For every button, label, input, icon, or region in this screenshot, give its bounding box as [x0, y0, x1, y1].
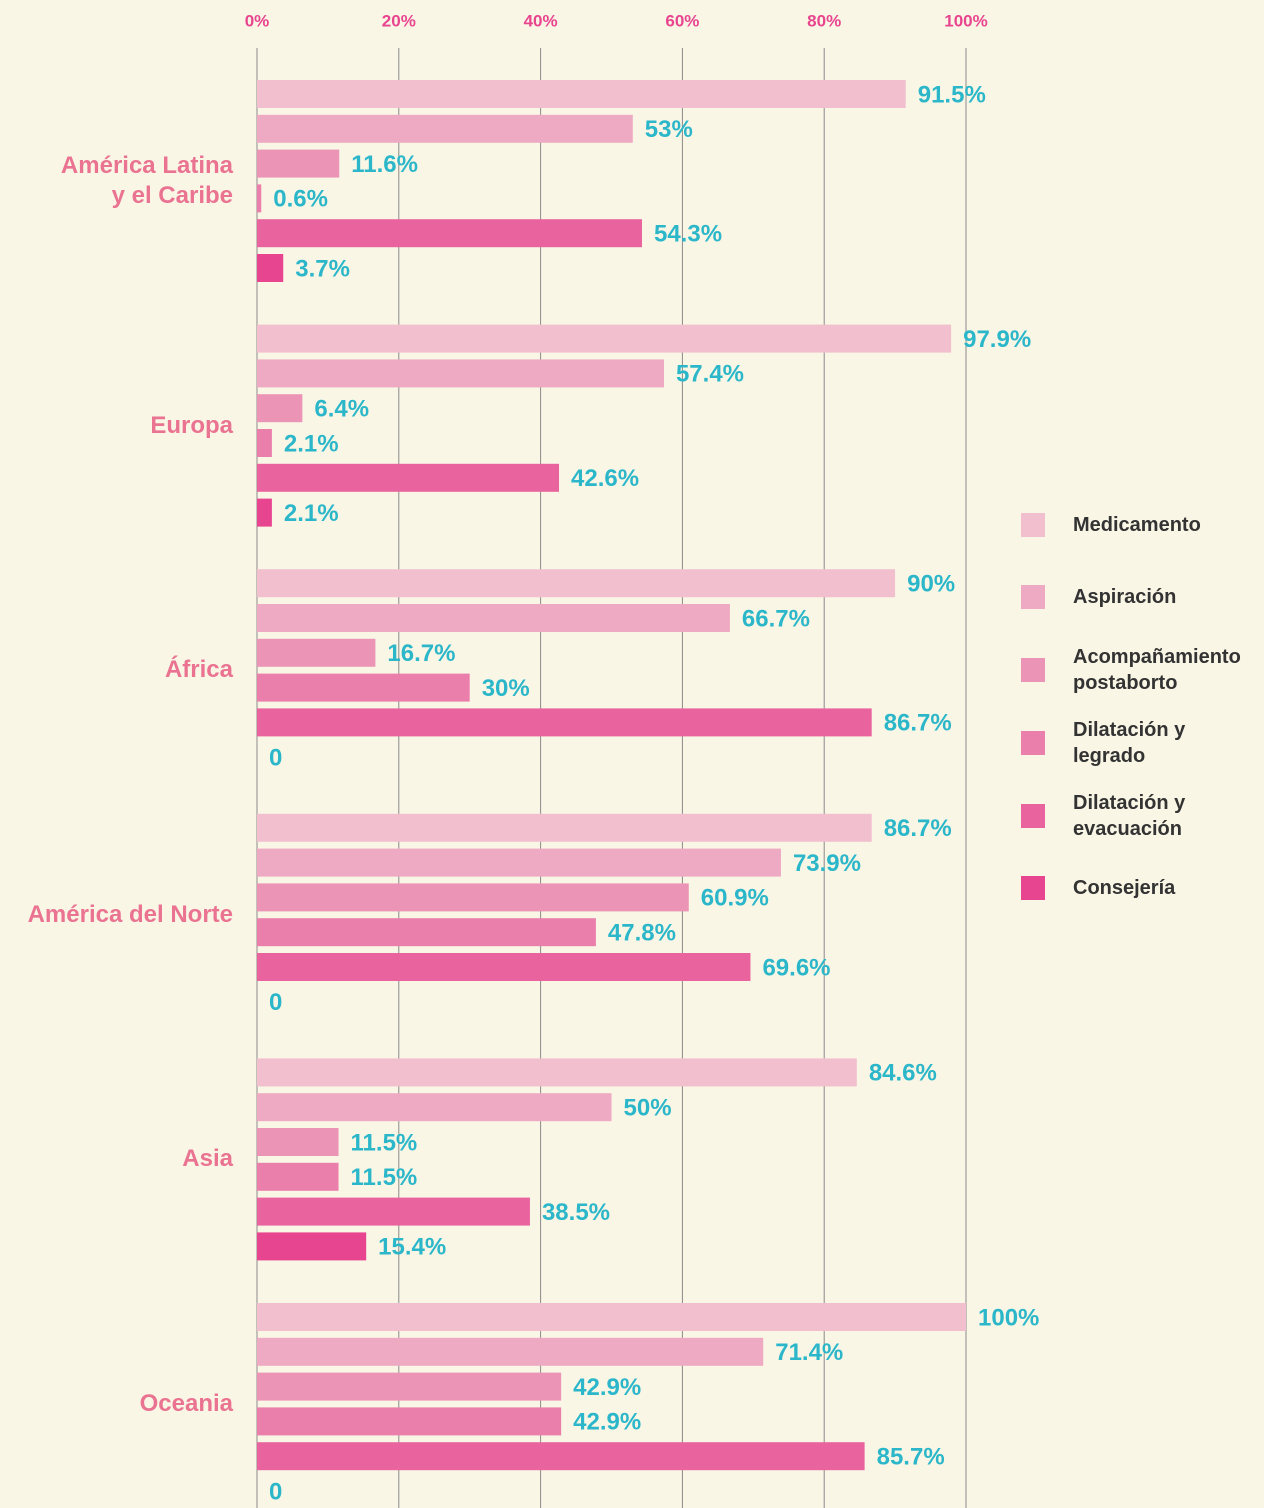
- category-label: América del Norte: [27, 900, 233, 928]
- value-label: 86.7%: [884, 710, 952, 737]
- bar: [257, 918, 596, 947]
- legend-swatch: [1021, 658, 1045, 682]
- bar: [257, 1232, 367, 1261]
- value-label: 84.6%: [869, 1060, 937, 1087]
- legend-swatch: [1021, 804, 1045, 828]
- bar: [257, 638, 376, 667]
- value-label: 69.6%: [762, 954, 830, 981]
- value-label: 0: [269, 989, 282, 1016]
- value-label: 0: [269, 745, 282, 772]
- legend-swatch: [1021, 876, 1045, 900]
- value-label: 38.5%: [542, 1199, 610, 1226]
- x-tick-label: 60%: [665, 11, 699, 30]
- legend-label: Aspiración: [1073, 586, 1177, 608]
- x-tick-label: 100%: [944, 11, 987, 30]
- value-label: 42.9%: [573, 1409, 641, 1436]
- bar: [257, 1197, 530, 1226]
- value-label: 42.6%: [571, 465, 639, 492]
- bar: [257, 953, 751, 981]
- bar: [257, 1442, 865, 1471]
- value-label: 53%: [645, 116, 693, 143]
- bar: [257, 359, 664, 388]
- category-label: América Latina y el Caribe: [60, 152, 233, 209]
- category-label: Europa: [150, 411, 233, 439]
- value-label: 0: [269, 1478, 282, 1505]
- legend-swatch: [1021, 513, 1045, 537]
- value-label: 71.4%: [775, 1339, 843, 1366]
- legend-label: Dilatación y legrado: [1073, 719, 1186, 767]
- value-label: 11.6%: [351, 151, 418, 178]
- bar: [257, 184, 262, 213]
- value-label: 11.5%: [351, 1129, 418, 1156]
- bar: [257, 80, 906, 108]
- bar: [257, 324, 952, 353]
- x-tick-label: 40%: [524, 11, 558, 30]
- bar: [257, 1372, 562, 1401]
- category-label: Asia: [182, 1145, 233, 1173]
- value-label: 86.7%: [884, 815, 952, 842]
- value-label: 47.8%: [608, 920, 676, 947]
- value-label: 2.1%: [284, 430, 339, 457]
- bar: [257, 708, 872, 737]
- value-label: 57.4%: [676, 361, 744, 388]
- category-label: Oceania: [139, 1390, 233, 1417]
- bar: [257, 1058, 857, 1087]
- bar: [257, 463, 560, 492]
- value-label: 73.9%: [793, 850, 861, 877]
- value-label: 2.1%: [284, 500, 339, 527]
- bar: [257, 673, 470, 702]
- legend-label: Consejería: [1073, 877, 1176, 899]
- bar: [257, 254, 284, 282]
- value-label: 60.9%: [701, 885, 769, 912]
- value-label: 3.7%: [295, 255, 350, 282]
- value-label: 90%: [907, 571, 955, 598]
- legend-label: Acompañamiento postaborto: [1073, 646, 1241, 694]
- legend-label: Dilatación y evacuación: [1073, 792, 1186, 840]
- legend-swatch: [1021, 585, 1045, 609]
- bar: [257, 1162, 339, 1191]
- value-label: 30%: [482, 675, 530, 702]
- bar: [257, 1093, 612, 1122]
- value-label: 66.7%: [742, 605, 810, 632]
- bar: [257, 1303, 966, 1331]
- x-tick-label: 20%: [382, 11, 416, 30]
- x-tick-label: 0%: [245, 11, 270, 30]
- value-label: 16.7%: [387, 640, 455, 667]
- value-label: 91.5%: [918, 81, 986, 108]
- bar: [257, 114, 633, 143]
- value-label: 15.4%: [378, 1234, 446, 1261]
- bar: [257, 394, 303, 423]
- legend-swatch: [1021, 731, 1045, 755]
- bar: [257, 848, 781, 877]
- bar: [257, 883, 689, 912]
- x-tick-label: 80%: [807, 11, 841, 30]
- legend-label: Medicamento: [1073, 514, 1201, 536]
- value-label: 0.6%: [273, 186, 328, 213]
- bar: [257, 498, 272, 527]
- category-label: África: [164, 656, 233, 684]
- value-label: 6.4%: [314, 396, 369, 423]
- value-label: 100%: [978, 1304, 1039, 1331]
- value-label: 54.3%: [654, 221, 722, 248]
- value-label: 50%: [624, 1095, 672, 1122]
- value-label: 97.9%: [963, 326, 1031, 353]
- bar: [257, 1337, 764, 1366]
- bar: [257, 604, 730, 632]
- value-label: 85.7%: [877, 1444, 945, 1471]
- bar: [257, 1407, 562, 1436]
- bar: [257, 429, 272, 457]
- value-label: 42.9%: [573, 1374, 641, 1401]
- bar: [257, 813, 872, 842]
- bar: [257, 219, 642, 248]
- value-label: 11.5%: [351, 1164, 418, 1191]
- bar: [257, 569, 896, 598]
- bar: [257, 1128, 339, 1156]
- bar: [257, 149, 340, 178]
